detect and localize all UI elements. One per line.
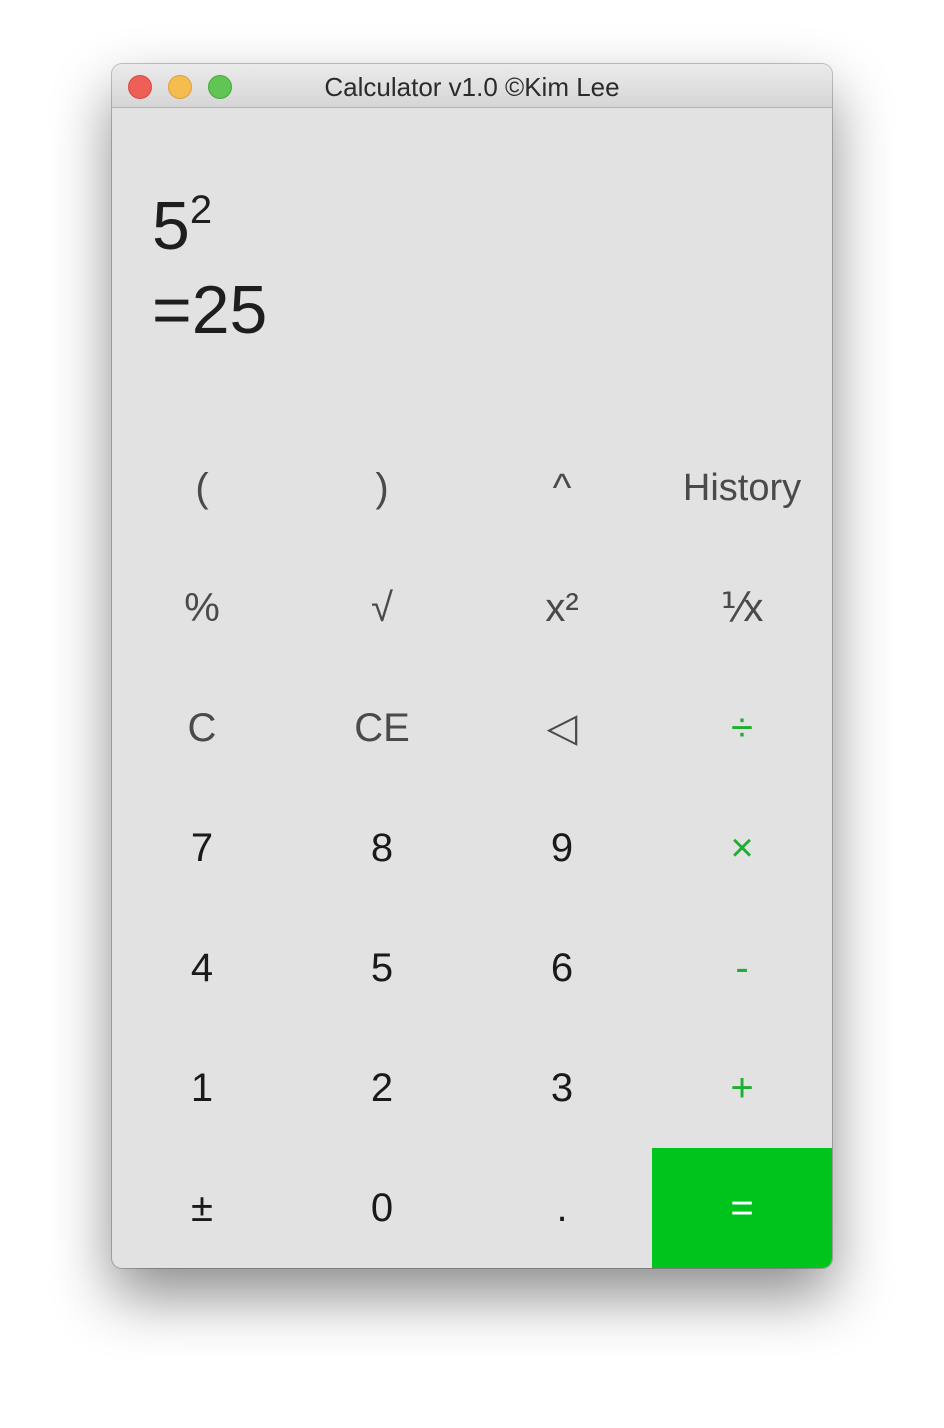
history-button[interactable]: History xyxy=(682,466,802,509)
plus-minus-button[interactable]: ± xyxy=(191,1185,213,1230)
digit-0-button[interactable]: 0 xyxy=(370,1185,394,1230)
digit-7-button[interactable]: 7 xyxy=(190,825,214,870)
window-title: Calculator v1.0 ©Kim Lee xyxy=(324,72,620,102)
expression-display: 52 xyxy=(152,190,212,260)
digit-2-button[interactable]: 2 xyxy=(370,1065,394,1110)
divide-button[interactable]: ÷ xyxy=(731,705,753,750)
expression-exponent: 2 xyxy=(189,188,213,232)
title-bar[interactable]: Calculator v1.0 ©Kim Lee xyxy=(112,64,832,108)
digit-3-button[interactable]: 3 xyxy=(550,1065,574,1110)
decimal-point-button[interactable]: . xyxy=(556,1185,568,1230)
calculator-display: 52 =25 xyxy=(112,108,832,448)
digit-9-button[interactable]: 9 xyxy=(550,825,574,870)
digit-8-button[interactable]: 8 xyxy=(370,825,394,870)
equals-button[interactable]: = xyxy=(652,1148,832,1268)
reciprocal-button[interactable]: ⅟x xyxy=(720,586,764,630)
clear-button[interactable]: C xyxy=(187,705,217,750)
power-button[interactable]: ^ xyxy=(552,465,572,510)
backspace-button[interactable]: ◁ xyxy=(546,706,578,750)
digit-1-button[interactable]: 1 xyxy=(190,1065,214,1110)
square-root-button[interactable]: √ xyxy=(371,585,393,630)
close-paren-button[interactable]: ) xyxy=(375,465,389,510)
keypad: ( ) ^ History % √ x² ⅟x C CE ◁ ÷ 7 8 9 ×… xyxy=(112,428,832,1268)
expression-base: 5 xyxy=(152,188,190,264)
multiply-button[interactable]: × xyxy=(730,825,754,870)
digit-6-button[interactable]: 6 xyxy=(550,945,574,990)
subtract-button[interactable]: - xyxy=(735,945,749,990)
result-display: =25 xyxy=(152,272,268,348)
digit-5-button[interactable]: 5 xyxy=(370,945,394,990)
digit-4-button[interactable]: 4 xyxy=(190,945,214,990)
close-window-button[interactable] xyxy=(128,75,152,99)
clear-entry-button[interactable]: CE xyxy=(354,705,410,750)
square-button[interactable]: x² xyxy=(545,585,579,630)
open-paren-button[interactable]: ( xyxy=(195,465,209,510)
minimize-window-button[interactable] xyxy=(168,75,192,99)
percent-button[interactable]: % xyxy=(184,585,220,630)
add-button[interactable]: + xyxy=(730,1065,754,1110)
maximize-window-button[interactable] xyxy=(208,75,232,99)
calculator-window: Calculator v1.0 ©Kim Lee 52 =25 ( ) ^ Hi… xyxy=(112,64,832,1268)
